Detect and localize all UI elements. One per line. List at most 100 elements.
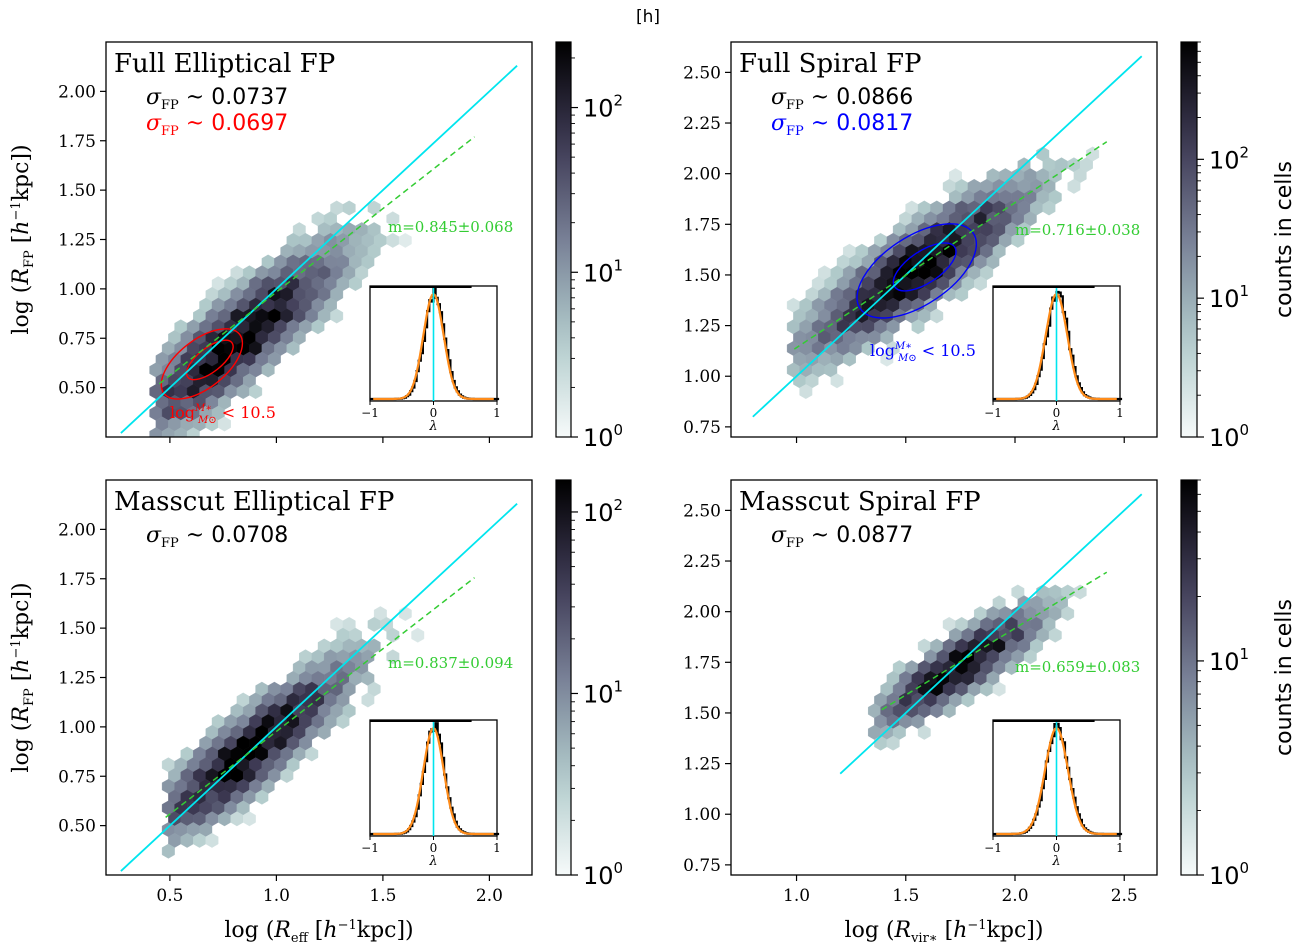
hexbin-cell <box>336 714 350 730</box>
hexbin-cell <box>992 681 1006 697</box>
inset-tick-label: 1 <box>493 406 501 420</box>
sigma-label: σFP ~ 0.0817 <box>771 111 913 139</box>
x-tick-label: 0.5 <box>156 886 183 906</box>
hexbin-cell <box>242 811 256 827</box>
y-tick-label: 1.75 <box>58 570 96 590</box>
y-axis-label: log (RFP [h−1kpc]) <box>9 582 37 772</box>
inset: −1 0 1 λ <box>361 719 501 869</box>
colorbar-label: counts in cells <box>1272 161 1297 318</box>
hexbin-cell <box>843 351 856 367</box>
y-tick-label: 2.00 <box>683 165 721 185</box>
sigma-label: σFP ~ 0.0877 <box>771 523 913 551</box>
inset-tick-label: 0 <box>1053 841 1061 855</box>
hexbin-cell <box>886 735 900 751</box>
sigma-label: σFP ~ 0.0737 <box>146 85 288 113</box>
hexbin-cell <box>1011 232 1025 248</box>
colorbar-tick-label: 102 <box>1209 143 1249 174</box>
y-tick-label: 2.00 <box>58 520 96 540</box>
fit-slope-label: m=0.845±0.068 <box>388 218 513 236</box>
x-tick-label: 1.0 <box>263 886 290 906</box>
y-tick-label: 1.75 <box>683 215 721 235</box>
hexbin-cell <box>398 232 412 248</box>
panel-4: 0.751.001.251.501.752.002.252.501.0 1.5 2.… <box>683 479 1297 946</box>
inset-tick-label: 0 <box>430 841 438 855</box>
x-tick-label: 1.0 <box>783 886 810 906</box>
colorbar-tick-label: 100 <box>1209 421 1249 452</box>
fit-slope-label: m=0.837±0.094 <box>388 654 513 672</box>
sigma-label: σFP ~ 0.0697 <box>146 111 288 139</box>
plot-area <box>839 493 1143 775</box>
panel-title: Masscut Elliptical FP <box>114 487 394 517</box>
colorbar: 100 101 102 counts in cells <box>1180 41 1297 452</box>
colorbar-bar <box>555 479 572 876</box>
figure-header: [h] <box>636 7 660 27</box>
y-tick-label: 0.75 <box>58 329 96 349</box>
hexbin-cell <box>249 384 263 400</box>
hexbin-cell <box>1042 200 1056 216</box>
y-tick-label: 1.25 <box>58 669 96 689</box>
y-tick-label: 1.75 <box>58 132 96 152</box>
y-tick-label: 1.50 <box>683 266 721 286</box>
fit-line <box>165 577 475 818</box>
contour-outer <box>856 223 978 319</box>
colorbar-tick-label: 101 <box>583 677 623 708</box>
one-to-one-line <box>839 493 1143 775</box>
x-axis-label: log (Rvir∗ [h−1kpc]) <box>845 918 1044 946</box>
y-tick-label: 1.00 <box>683 805 721 825</box>
y-tick-label: 0.50 <box>58 379 96 399</box>
y-tick-label: 1.00 <box>683 367 721 387</box>
x-axis-label: log (Reff [h−1kpc]) <box>224 918 413 946</box>
inset-tick-label: −1 <box>361 841 379 855</box>
hexbin-cell <box>317 724 331 740</box>
colorbar: 100 101 counts in cells <box>1180 479 1297 890</box>
hexbin-cell <box>974 276 987 292</box>
hexbin-cell <box>349 276 362 292</box>
hexbin-cell <box>342 200 356 216</box>
hexbin-cell <box>861 340 875 356</box>
hexbin-cell <box>930 308 944 324</box>
x-tick-label: 2.0 <box>1001 886 1028 906</box>
colorbar-tick-label: 101 <box>1209 282 1249 313</box>
x-tick-label: 2.5 <box>1111 886 1138 906</box>
y-tick-label: 1.00 <box>58 280 96 300</box>
colorbar-tick-label: 102 <box>583 496 623 527</box>
inset-tick-label: 0 <box>1053 406 1061 420</box>
hexbin-cell <box>1067 178 1081 194</box>
inset-xlabel: λ <box>428 419 437 434</box>
colorbar: 100 101 102 <box>555 41 623 452</box>
hexbin-cell <box>1048 627 1062 643</box>
hexbin-cell <box>217 416 231 432</box>
inset: −1 0 1 λ <box>984 285 1124 434</box>
fit-slope-label: m=0.716±0.038 <box>1015 221 1140 239</box>
fit-line <box>881 571 1108 711</box>
hexbin-cell <box>880 351 894 367</box>
inset-tick-label: 0 <box>430 406 438 420</box>
fit-line <box>158 136 475 385</box>
plot-area <box>752 55 1143 418</box>
colorbar-bar <box>1180 41 1198 438</box>
hexbin-cell <box>917 724 931 740</box>
hexbin-cell <box>961 692 975 708</box>
panel-2: 0.75 1.00 1.25 1.50 1.75 2.00 2.25 2.50 Full Spi… <box>683 41 1297 452</box>
hexbin-cell <box>286 340 300 356</box>
panel-title: Full Elliptical FP <box>114 49 335 79</box>
hexbin-cell <box>361 692 375 708</box>
colorbar: 100 101 102 <box>555 479 623 890</box>
y-tick-label: 1.50 <box>58 181 96 201</box>
colorbar-label: counts in cells <box>1272 599 1297 756</box>
axes-frame <box>730 41 1158 438</box>
axes-frame <box>730 479 1158 876</box>
panel-3: 0.500.751.001.251.501.752.000.5 1.0 1.5 2.0… <box>9 479 623 946</box>
fit-slope-label: m=0.659±0.083 <box>1015 658 1140 676</box>
inset-tick-label: −1 <box>984 841 1002 855</box>
y-tick-label: 1.50 <box>58 619 96 639</box>
colorbar-bar <box>1180 479 1198 876</box>
hexbin-cell <box>1023 649 1037 665</box>
hexbin-cell <box>1061 606 1075 622</box>
panel-title: Masscut Spiral FP <box>739 487 981 517</box>
colorbar-tick-label: 101 <box>583 256 623 287</box>
inset-tick-label: −1 <box>361 406 379 420</box>
y-tick-label: 1.25 <box>683 755 721 775</box>
hexbin-cell <box>330 308 344 324</box>
